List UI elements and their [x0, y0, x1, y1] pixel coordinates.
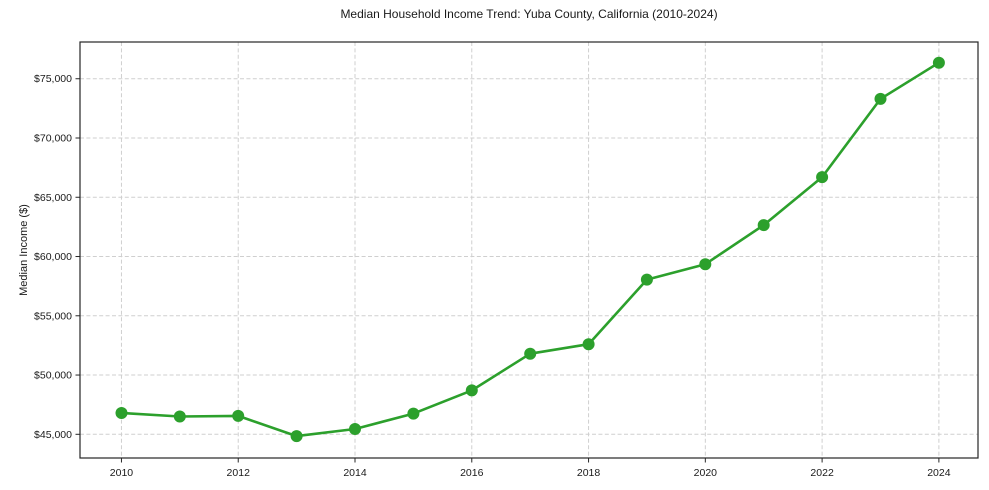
x-tick-label: 2024: [927, 467, 951, 479]
data-point-marker: [465, 384, 478, 397]
data-point-marker: [232, 409, 245, 422]
chart-title: Median Household Income Trend: Yuba Coun…: [340, 7, 718, 21]
y-tick-label: $70,000: [34, 133, 72, 145]
y-tick-label: $50,000: [34, 370, 72, 382]
x-tick-label: 2014: [343, 467, 367, 479]
data-point-marker: [349, 423, 361, 435]
data-point-marker: [640, 273, 653, 286]
data-point-marker: [699, 258, 712, 271]
x-tick-label: 2012: [227, 467, 251, 479]
x-tick-label: 2022: [810, 467, 834, 479]
y-tick-label: $45,000: [34, 429, 72, 441]
data-point-marker: [173, 410, 186, 423]
x-tick-label: 2020: [694, 467, 718, 479]
y-axis-label: Median Income ($): [18, 204, 30, 296]
y-tick-label: $75,000: [34, 73, 72, 85]
data-point-marker: [582, 338, 595, 351]
data-point-marker: [874, 92, 887, 105]
data-point-marker: [816, 171, 829, 184]
x-tick-label: 2016: [460, 467, 484, 479]
data-point-marker: [524, 347, 537, 360]
y-tick-label: $65,000: [34, 192, 72, 204]
plot-background: [80, 42, 978, 458]
y-tick-label: $60,000: [34, 251, 72, 263]
x-tick-label: 2018: [577, 467, 601, 479]
data-point-marker: [932, 56, 945, 69]
data-point-marker: [290, 430, 303, 443]
x-tick-label: 2010: [110, 467, 134, 479]
data-point-marker: [115, 407, 128, 419]
plot-border: [79, 41, 979, 459]
data-point-marker: [407, 407, 420, 420]
y-tick-label: $55,000: [34, 310, 72, 322]
data-point-marker: [757, 219, 770, 232]
